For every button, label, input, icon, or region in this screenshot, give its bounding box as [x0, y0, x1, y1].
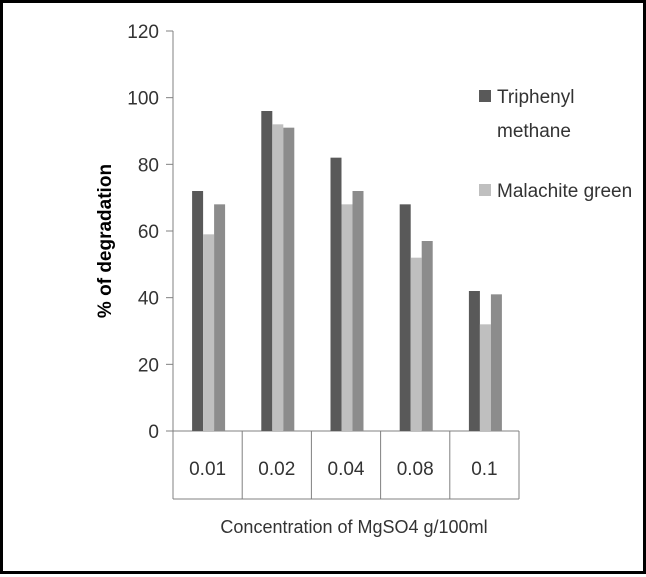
x-tick-label: 0.02	[258, 459, 295, 480]
bar	[261, 111, 273, 431]
bar	[192, 191, 204, 431]
bar	[341, 204, 353, 431]
y-tick-label: 100	[127, 89, 159, 110]
x-tick-label: 0.04	[328, 459, 365, 480]
legend-label: Malachite green	[497, 181, 632, 202]
x-tick-label: 0.1	[471, 459, 497, 480]
legend-label: Triphenyl	[497, 87, 574, 108]
bar	[214, 204, 226, 431]
bar	[272, 124, 284, 431]
bar	[203, 234, 215, 431]
y-tick-label: 60	[138, 222, 159, 243]
x-axis-title: Concentration of MgSO4 g/100ml	[220, 517, 487, 537]
y-tick-label: 40	[138, 289, 159, 310]
bar	[283, 127, 295, 432]
bar	[399, 204, 411, 431]
x-axis: 0.01 0.02 0.04 0.08 0.1	[172, 430, 520, 500]
x-tick-label: 0.01	[189, 459, 226, 480]
y-tick-label: 20	[138, 355, 159, 376]
bar	[421, 241, 433, 431]
y-axis-title: % of degradation	[95, 164, 116, 318]
bar-chart: 0 20 40 60 80 100 120 0.01 0.02 0.04 0.08 0.1 % of…	[95, 22, 632, 537]
legend-swatch	[479, 184, 491, 196]
x-tick-label: 0.08	[397, 459, 434, 480]
legend-swatch	[479, 90, 491, 102]
bar	[410, 257, 422, 431]
y-tick-label: 80	[138, 155, 159, 176]
legend-label: methane	[497, 121, 571, 142]
y-tick-label: 0	[148, 422, 159, 443]
legend: Triphenyl methane Malachite green	[479, 87, 632, 202]
bar	[330, 157, 342, 431]
y-axis: 0 20 40 60 80 100 120	[127, 22, 174, 443]
bar	[352, 191, 364, 431]
bar	[479, 324, 491, 431]
bars-group	[192, 111, 502, 432]
bar	[468, 291, 480, 431]
bar	[490, 294, 502, 431]
y-tick-label: 120	[127, 22, 159, 43]
